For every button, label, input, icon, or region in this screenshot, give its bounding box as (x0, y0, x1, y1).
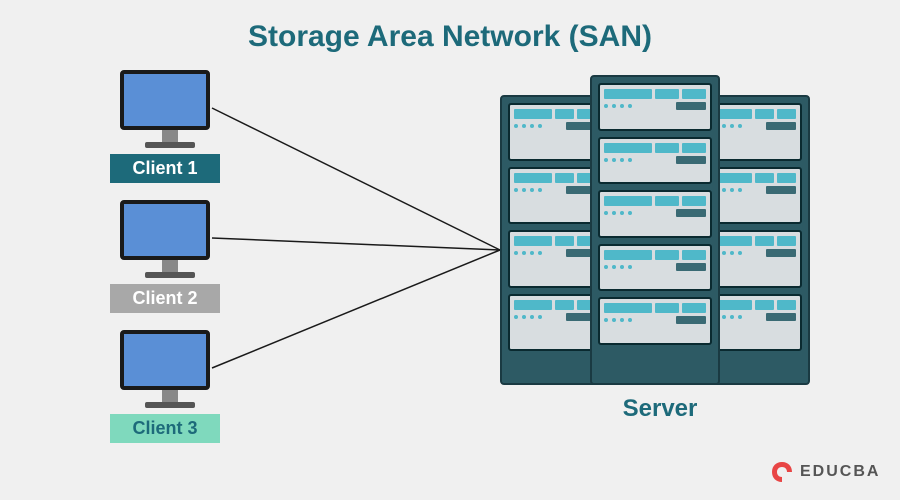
client-node-1: Client 1 (120, 70, 220, 183)
client-node-3: Client 3 (120, 330, 220, 443)
monitor-icon (120, 200, 210, 260)
rack-unit (508, 230, 602, 288)
rack-unit (598, 190, 712, 238)
logo-text: EDUCBA (800, 463, 880, 481)
monitor-icon (120, 70, 210, 130)
client-node-2: Client 2 (120, 200, 220, 313)
diagram-title: Storage Area Network (SAN) (0, 20, 900, 54)
rack-unit (598, 297, 712, 345)
rack-unit (508, 294, 602, 352)
monitor-icon (120, 330, 210, 390)
server-label: Server (560, 395, 760, 423)
brand-logo: EDUCBA (770, 460, 880, 484)
client-label: Client 3 (110, 414, 220, 443)
rack-unit (598, 137, 712, 185)
rack-unit (598, 83, 712, 131)
rack-unit (598, 244, 712, 292)
rack-unit (708, 230, 802, 288)
rack-unit (508, 167, 602, 225)
rack-unit (508, 103, 602, 161)
client-label: Client 2 (110, 284, 220, 313)
logo-icon (770, 460, 794, 484)
client-label: Client 1 (110, 154, 220, 183)
rack-unit (708, 103, 802, 161)
rack-unit (708, 294, 802, 352)
rack-unit (708, 167, 802, 225)
server-rack-3 (590, 75, 720, 385)
